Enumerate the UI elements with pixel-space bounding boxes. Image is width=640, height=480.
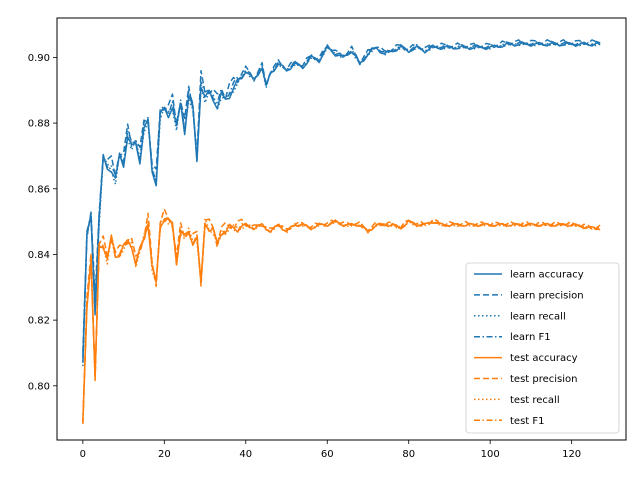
legend: learn accuracy learn precision learn recal… — [465, 262, 620, 434]
x-tick-label: 20 — [158, 449, 171, 460]
x-tick-label: 40 — [239, 449, 252, 460]
y-tick-label: 0.88 — [28, 119, 50, 130]
series-line-learn-recall — [82, 42, 601, 367]
plot-frame — [56, 17, 627, 441]
legend-label: learn F1 — [510, 332, 551, 343]
x-tick-label: 60 — [321, 449, 334, 460]
y-tick-label: 0.80 — [28, 381, 50, 392]
series-line-learn-f1 — [82, 40, 601, 357]
y-tick-label: 0.90 — [28, 53, 50, 64]
legend-label: test recall — [510, 395, 560, 406]
y-tick-label: 0.84 — [28, 250, 50, 261]
series-line-test-f1 — [82, 216, 601, 424]
legend-label: learn precision — [510, 290, 584, 301]
x-tick-label: 0 — [80, 449, 86, 460]
y-tick-label: 0.82 — [28, 316, 50, 327]
series-layer — [82, 39, 601, 424]
x-axis: 0 20 40 60 80 100 120 — [80, 440, 581, 460]
legend-label: test precision — [510, 374, 578, 385]
series-line-learn-precision — [82, 39, 601, 352]
x-tick-label: 80 — [402, 449, 415, 460]
legend-label: learn recall — [510, 311, 566, 322]
x-tick-label: 120 — [562, 449, 581, 460]
legend-box — [465, 262, 620, 434]
legend-label: test accuracy — [510, 353, 578, 364]
legend-label: test F1 — [510, 416, 545, 427]
legend-label: learn accuracy — [510, 270, 584, 281]
y-axis: 0.80 0.82 0.84 0.86 0.88 0.90 — [28, 53, 57, 392]
y-tick-label: 0.86 — [28, 184, 50, 195]
x-tick-label: 100 — [481, 449, 500, 460]
